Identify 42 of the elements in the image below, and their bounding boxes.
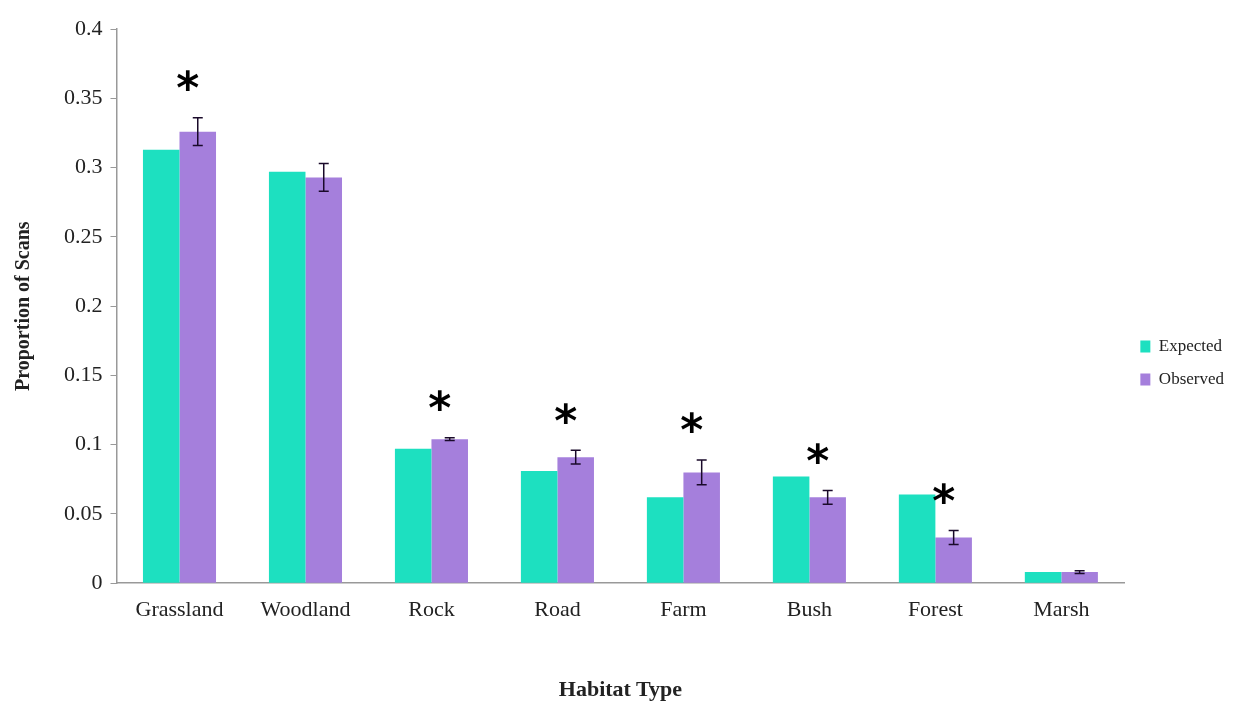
y-tick-label: 0.3 — [75, 153, 103, 179]
x-axis-title: Habitat Type — [558, 676, 683, 702]
bar — [1024, 572, 1062, 583]
y-tick-label: 0.4 — [75, 14, 103, 40]
bar — [268, 171, 306, 583]
x-tick-label: Marsh — [1033, 596, 1090, 622]
bar — [683, 472, 720, 583]
y-tick-label: 0.25 — [64, 222, 103, 248]
bar — [305, 177, 343, 583]
x-tick-label: Forest — [907, 596, 963, 622]
y-tick-label: 0.2 — [75, 291, 103, 317]
y-tick-label: 0.1 — [75, 430, 103, 456]
x-tick-label: Woodland — [260, 596, 351, 622]
x-tick-label: Road — [534, 596, 581, 622]
bar — [646, 497, 684, 583]
bar — [179, 131, 217, 583]
bar — [520, 471, 558, 583]
bar — [142, 149, 180, 583]
data-label: * — [554, 394, 578, 446]
legend-label: Observed — [1158, 368, 1225, 388]
data-label: * — [932, 475, 956, 527]
data-label: * — [176, 62, 200, 114]
bar — [772, 476, 810, 583]
bar — [394, 448, 432, 583]
y-axis-title: Proportion of Scans — [11, 221, 35, 392]
bar — [1061, 572, 1098, 583]
data-label: * — [806, 434, 830, 486]
y-tick-label: 0.15 — [64, 361, 103, 387]
x-tick-label: Bush — [786, 596, 833, 622]
bar — [935, 537, 972, 583]
bar — [809, 497, 846, 583]
bar — [431, 439, 468, 583]
y-tick-label: 0.35 — [64, 84, 103, 110]
bar — [557, 457, 594, 583]
data-label: * — [428, 382, 452, 434]
y-tick-label: 0.05 — [64, 499, 103, 525]
y-tick-label: 0 — [91, 568, 103, 594]
x-tick-label: Grassland — [135, 596, 224, 622]
x-tick-label: Rock — [408, 596, 455, 622]
data-label: * — [680, 404, 704, 456]
legend-label: Expected — [1158, 335, 1223, 355]
x-tick-label: Farm — [660, 596, 707, 622]
